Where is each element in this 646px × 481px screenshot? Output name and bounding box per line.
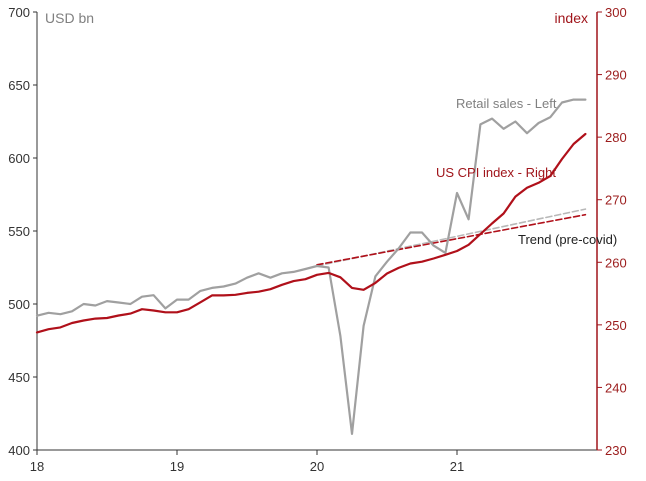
right-tick-label: 290 — [605, 68, 627, 83]
right-tick-label: 270 — [605, 193, 627, 208]
right-tick-label: 300 — [605, 5, 627, 20]
trend-label: Trend (pre-covid) — [518, 232, 617, 247]
left-tick-label: 700 — [8, 5, 30, 20]
left-tick-label: 650 — [8, 78, 30, 93]
left-tick-label: 400 — [8, 443, 30, 458]
x-tick-label: 19 — [170, 459, 184, 474]
right-tick-label: 280 — [605, 130, 627, 145]
left-axis-unit-label: USD bn — [45, 10, 94, 26]
x-tick-label: 18 — [30, 459, 44, 474]
right-tick-label: 260 — [605, 255, 627, 270]
right-tick-label: 230 — [605, 443, 627, 458]
x-tick-label: 21 — [450, 459, 464, 474]
left-tick-label: 450 — [8, 370, 30, 385]
x-tick-label: 20 — [310, 459, 324, 474]
retail-sales-label: Retail sales - Left — [456, 96, 557, 111]
cpi-line — [35, 132, 587, 334]
cpi-label: US CPI index - Right — [436, 165, 556, 180]
left-tick-label: 600 — [8, 151, 30, 166]
right-axis-unit-label: index — [555, 10, 588, 26]
retail-line — [35, 98, 587, 435]
series-lines — [35, 98, 587, 435]
left-tick-label: 550 — [8, 224, 30, 239]
right-axis-ticks: 230 240 250 260 270 280 290 300 — [597, 5, 627, 458]
left-tick-label: 500 — [8, 297, 30, 312]
trend-cpi-line — [316, 213, 587, 266]
right-tick-label: 240 — [605, 380, 627, 395]
x-axis-ticks: 18 19 20 21 — [30, 450, 464, 474]
right-tick-label: 250 — [605, 318, 627, 333]
left-axis-ticks: 400 450 500 550 600 650 700 — [8, 5, 37, 458]
